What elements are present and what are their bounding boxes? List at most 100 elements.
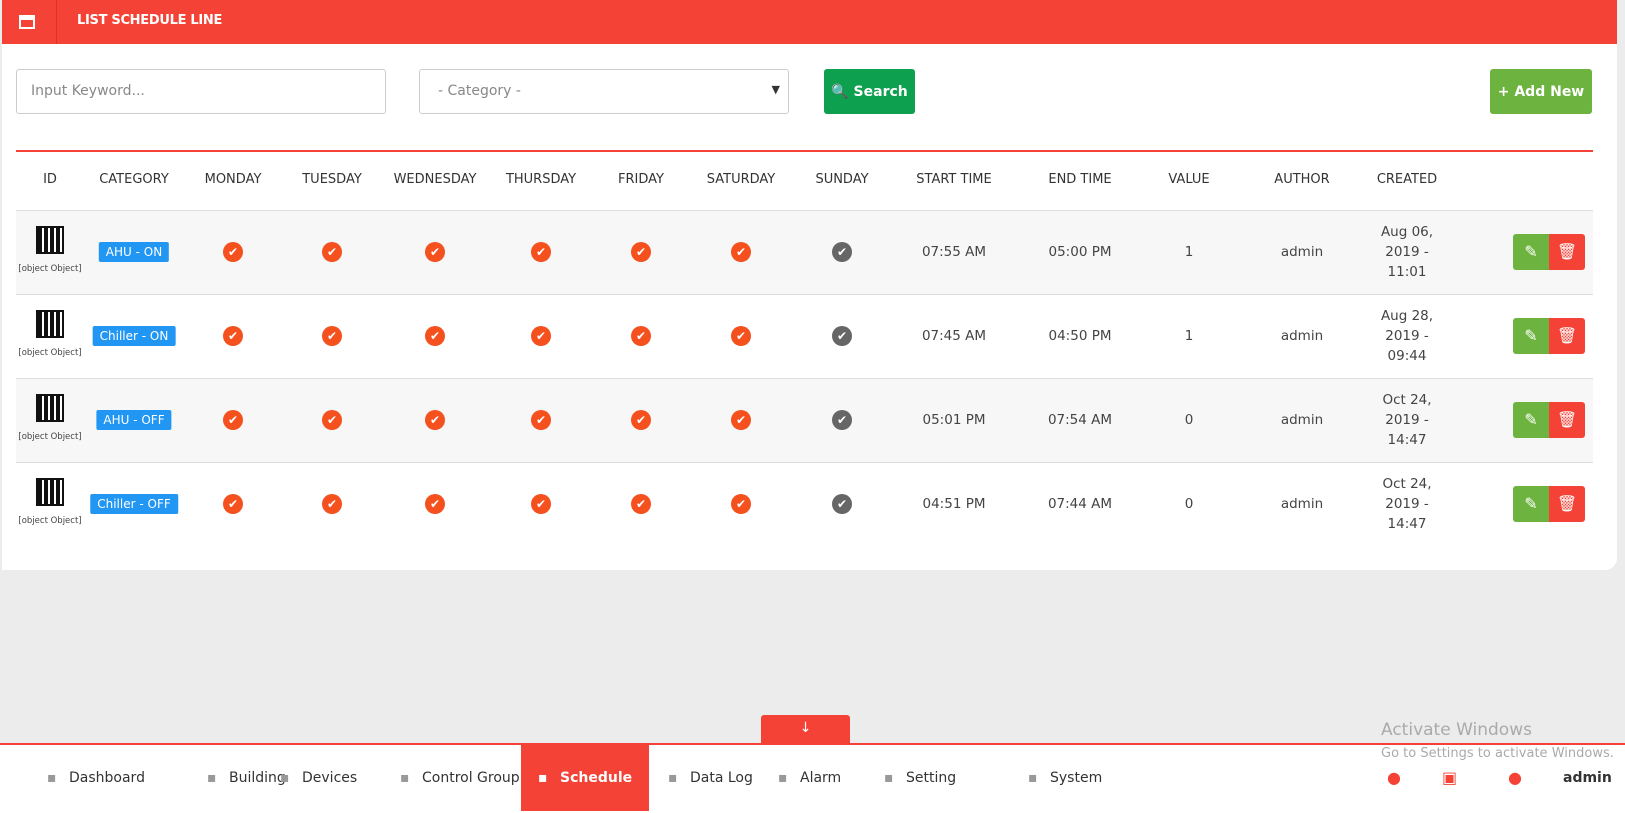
nav-item[interactable]: Setting — [906, 770, 957, 786]
cell-author: admin — [1280, 412, 1324, 428]
day-check: ✔ — [832, 326, 852, 346]
nav-item[interactable]: Dashboard — [69, 770, 145, 786]
nav-item[interactable]: System — [1050, 770, 1103, 786]
day-check: ✔ — [631, 494, 651, 514]
nav-item[interactable]: Control Group — [422, 770, 520, 786]
day-check: ✔ — [425, 326, 445, 346]
column-header: SUNDAY — [815, 172, 869, 187]
delete-button[interactable]: 🗑 — [1549, 402, 1585, 438]
nav-item[interactable]: Devices — [302, 770, 358, 786]
day-check: ✔ — [425, 410, 445, 430]
day-check: ✔ — [322, 242, 342, 262]
day-check: ✔ — [731, 242, 751, 262]
delete-button[interactable]: 🗑 — [1549, 318, 1585, 354]
cell-start: 07:55 AM — [921, 244, 987, 260]
cell-end: 07:44 AM — [1047, 496, 1113, 512]
day-check: ✔ — [731, 410, 751, 430]
cell-author: admin — [1280, 496, 1324, 512]
cell-value: 0 — [1184, 496, 1194, 512]
qr-icon — [36, 310, 64, 338]
column-header: CATEGORY — [99, 172, 169, 187]
nav-item[interactable]: Data Log — [690, 770, 753, 786]
column-header: THURSDAY — [505, 172, 577, 187]
header-title: LIST SCHEDULE LINE — [77, 13, 223, 28]
day-check: ✔ — [731, 494, 751, 514]
day-check: ✔ — [223, 242, 243, 262]
nav-icon: ▪ — [668, 770, 678, 786]
column-header: FRIDAY — [618, 172, 664, 187]
cell-end: 04:50 PM — [1048, 328, 1112, 344]
delete-button[interactable]: 🗑 — [1549, 234, 1585, 270]
edit-button[interactable]: ✎ — [1513, 318, 1549, 354]
footer-nav — [0, 743, 1625, 813]
search-button[interactable]: 🔍 Search — [824, 69, 915, 114]
info-icon[interactable]: ● — [1387, 768, 1401, 787]
day-check: ✔ — [631, 242, 651, 262]
nav-icon: ▪ — [1028, 770, 1038, 786]
day-check: ✔ — [832, 494, 852, 514]
nav-item[interactable]: Alarm — [800, 770, 842, 786]
day-check: ✔ — [425, 494, 445, 514]
cell-value: 1 — [1184, 244, 1194, 260]
qr-icon — [36, 478, 64, 506]
calendar-icon — [19, 15, 35, 29]
nav-item[interactable]: Building — [229, 770, 286, 786]
cell-value: 1 — [1184, 328, 1194, 344]
day-check: ✔ — [531, 326, 551, 346]
row-id: [object Object] — [18, 516, 82, 526]
table-row — [16, 462, 1593, 546]
add-new-button[interactable]: + Add New — [1490, 69, 1592, 114]
edit-button[interactable]: ✎ — [1513, 234, 1549, 270]
table-row — [16, 210, 1593, 294]
day-check: ✔ — [731, 326, 751, 346]
day-check: ✔ — [223, 410, 243, 430]
cell-start: 05:01 PM — [922, 412, 986, 428]
cell-start: 04:51 PM — [922, 496, 986, 512]
day-check: ✔ — [322, 494, 342, 514]
cell-created: Oct 24, 2019 - 14:47 — [1382, 476, 1432, 532]
day-check: ✔ — [832, 242, 852, 262]
column-header: WEDNESDAY — [393, 172, 477, 187]
category-badge: AHU - OFF — [96, 410, 172, 430]
collapse-tab[interactable]: ↓ — [761, 715, 850, 743]
column-header: SATURDAY — [706, 172, 776, 187]
column-header: AUTHOR — [1274, 172, 1330, 187]
watermark-title: Activate Windows — [1381, 720, 1532, 740]
category-badge: Chiller - ON — [92, 326, 176, 346]
day-check: ✔ — [322, 410, 342, 430]
day-check: ✔ — [223, 326, 243, 346]
active-nav — [521, 745, 649, 811]
add-label: Add New — [1514, 83, 1585, 100]
row-id: [object Object] — [18, 432, 82, 442]
cell-author: admin — [1280, 244, 1324, 260]
edit-button[interactable]: ✎ — [1513, 402, 1549, 438]
nav-item[interactable]: Schedule — [560, 770, 633, 786]
nav-icon: ▪ — [280, 770, 290, 786]
cell-value: 0 — [1184, 412, 1194, 428]
row-id: [object Object] — [18, 348, 82, 358]
day-check: ✔ — [531, 410, 551, 430]
column-header: VALUE — [1168, 172, 1210, 187]
row-id: [object Object] — [18, 264, 82, 274]
cell-created: Aug 06, 2019 - 11:01 — [1380, 224, 1434, 280]
globe-icon[interactable]: ● — [1508, 768, 1522, 787]
day-check: ✔ — [531, 242, 551, 262]
search-label: Search — [853, 83, 908, 100]
day-check: ✔ — [631, 326, 651, 346]
day-check: ✔ — [223, 494, 243, 514]
user-name[interactable]: admin — [1563, 770, 1612, 786]
image-icon[interactable]: ▣ — [1442, 768, 1458, 787]
edit-button[interactable]: ✎ — [1513, 486, 1549, 522]
keyword-input[interactable]: Input Keyword... — [16, 69, 386, 114]
cell-end: 05:00 PM — [1048, 244, 1112, 260]
table-row — [16, 294, 1593, 378]
qr-icon — [36, 394, 64, 422]
delete-button[interactable]: 🗑 — [1549, 486, 1585, 522]
day-check: ✔ — [531, 494, 551, 514]
day-check: ✔ — [631, 410, 651, 430]
nav-icon: ▪ — [884, 770, 894, 786]
category-select[interactable]: - Category - ▼ — [419, 69, 789, 114]
column-header: END TIME — [1048, 172, 1112, 187]
cell-author: admin — [1280, 328, 1324, 344]
